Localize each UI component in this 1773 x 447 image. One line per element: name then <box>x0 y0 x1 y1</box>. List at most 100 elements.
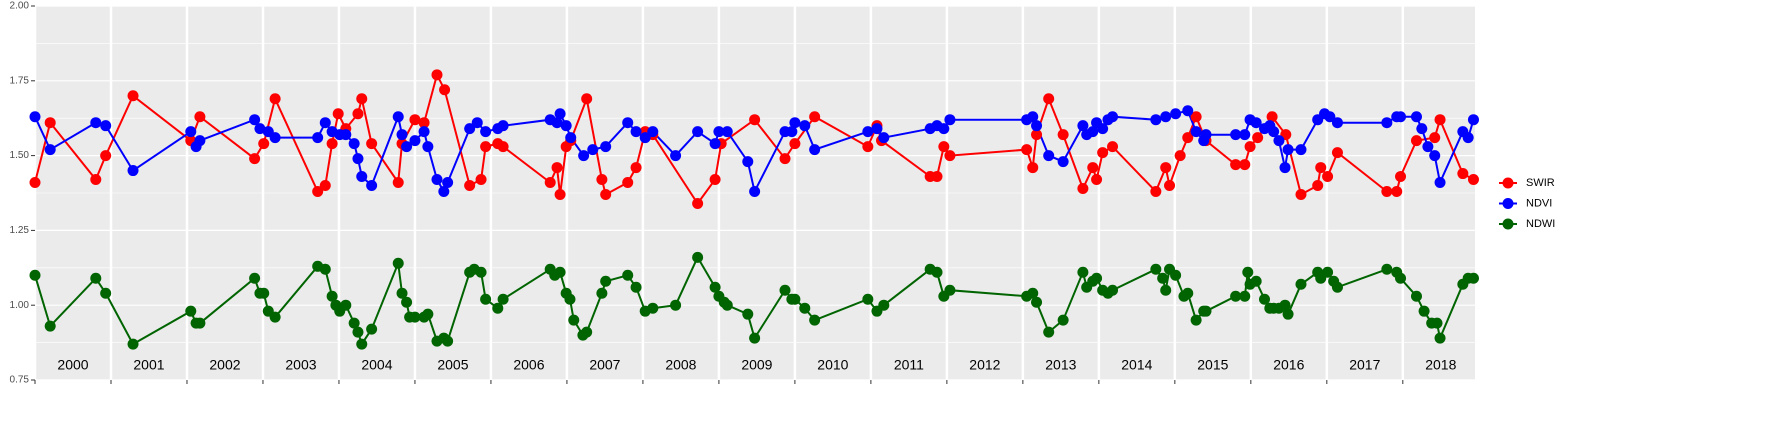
data-point <box>1322 266 1334 278</box>
data-point <box>366 323 378 335</box>
data-point <box>779 284 791 296</box>
data-point <box>878 132 890 144</box>
data-point <box>127 165 139 177</box>
data-point <box>670 299 682 311</box>
data-point <box>194 135 206 147</box>
data-point <box>1077 183 1089 195</box>
data-point <box>1190 126 1202 138</box>
data-point <box>396 287 408 299</box>
data-point <box>1107 284 1119 296</box>
data-point <box>799 302 811 314</box>
data-point <box>1077 266 1089 278</box>
data-point <box>249 153 261 165</box>
data-point <box>418 126 430 138</box>
data-point <box>721 299 733 311</box>
data-point <box>1230 290 1242 302</box>
data-point <box>409 114 421 126</box>
data-point <box>1170 269 1182 281</box>
data-point <box>1170 108 1182 120</box>
data-point <box>1295 188 1307 200</box>
data-point <box>409 135 421 147</box>
data-point <box>779 153 791 165</box>
data-point <box>269 132 281 144</box>
data-point <box>862 126 874 138</box>
data-point <box>871 123 883 135</box>
data-point <box>1157 272 1169 284</box>
data-point <box>409 311 421 323</box>
data-point <box>312 186 324 198</box>
data-point <box>809 314 821 326</box>
data-point <box>1282 144 1294 156</box>
data-point <box>1091 174 1103 186</box>
data-point <box>1027 162 1039 174</box>
data-point <box>1021 144 1033 156</box>
data-point <box>554 188 566 200</box>
data-point <box>475 174 487 186</box>
data-point <box>878 299 890 311</box>
data-point <box>319 263 331 275</box>
data-point <box>438 186 450 198</box>
data-point <box>551 162 563 174</box>
data-point <box>1043 93 1055 105</box>
year-label: 2007 <box>589 357 620 373</box>
year-label: 2017 <box>1349 357 1380 373</box>
data-point <box>44 117 56 129</box>
data-point <box>670 150 682 162</box>
data-point <box>269 93 281 105</box>
data-point <box>185 305 197 317</box>
data-point <box>497 120 509 132</box>
y-tick-label: 1.00 <box>10 300 30 311</box>
year-label: 2000 <box>57 357 88 373</box>
data-point <box>1467 174 1479 186</box>
year-label: 2010 <box>817 357 848 373</box>
data-point <box>1250 275 1262 287</box>
data-point <box>587 144 599 156</box>
data-point <box>1279 162 1291 174</box>
year-label: 2013 <box>1045 357 1076 373</box>
data-point <box>471 117 483 129</box>
data-point <box>497 141 509 153</box>
data-point <box>1230 129 1242 141</box>
data-point <box>749 186 761 198</box>
year-label: 2002 <box>209 357 240 373</box>
data-point <box>1391 186 1403 198</box>
data-point <box>944 150 956 162</box>
data-point <box>862 141 874 153</box>
data-point <box>554 266 566 278</box>
data-point <box>1467 272 1479 284</box>
data-point <box>194 317 206 329</box>
data-point <box>1182 105 1194 117</box>
data-point <box>692 251 704 263</box>
data-point <box>326 290 338 302</box>
data-point <box>1312 180 1324 192</box>
data-point <box>127 338 139 350</box>
data-point <box>931 171 943 183</box>
data-point <box>799 120 811 132</box>
data-point <box>600 141 612 153</box>
data-point <box>1077 120 1089 132</box>
data-point <box>1239 129 1251 141</box>
data-point <box>1027 111 1039 123</box>
data-point <box>1182 287 1194 299</box>
data-point <box>742 156 754 168</box>
data-point <box>1150 263 1162 275</box>
data-point <box>1190 111 1202 123</box>
data-point <box>392 111 404 123</box>
data-point <box>596 174 608 186</box>
data-point <box>1381 117 1393 129</box>
data-point <box>600 188 612 200</box>
data-point <box>568 314 580 326</box>
data-point <box>319 180 331 192</box>
year-label: 2003 <box>285 357 316 373</box>
data-point <box>100 120 112 132</box>
data-point <box>1150 114 1162 126</box>
data-point <box>44 320 56 332</box>
data-point <box>480 293 492 305</box>
data-point <box>497 293 509 305</box>
data-point <box>480 141 492 153</box>
y-tick-label: 2.00 <box>10 1 30 12</box>
data-point <box>565 132 577 144</box>
data-point <box>1381 263 1393 275</box>
data-point <box>1259 293 1271 305</box>
data-point <box>1457 168 1469 180</box>
